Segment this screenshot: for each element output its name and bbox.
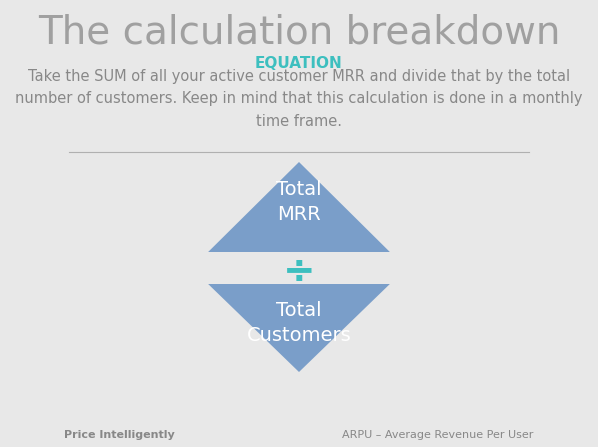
Text: Total
Customers: Total Customers: [246, 301, 352, 345]
Text: ÷: ÷: [283, 253, 315, 291]
Text: EQUATION: EQUATION: [255, 56, 343, 72]
Text: The calculation breakdown: The calculation breakdown: [38, 13, 560, 51]
Text: ARPU – Average Revenue Per User: ARPU – Average Revenue Per User: [342, 430, 533, 440]
Polygon shape: [208, 162, 390, 252]
Text: Total
MRR: Total MRR: [276, 180, 322, 224]
Text: Price Intelligently: Price Intelligently: [65, 430, 175, 440]
Text: Take the SUM of all your active customer MRR and divide that by the total
number: Take the SUM of all your active customer…: [16, 69, 582, 129]
Polygon shape: [208, 284, 390, 372]
